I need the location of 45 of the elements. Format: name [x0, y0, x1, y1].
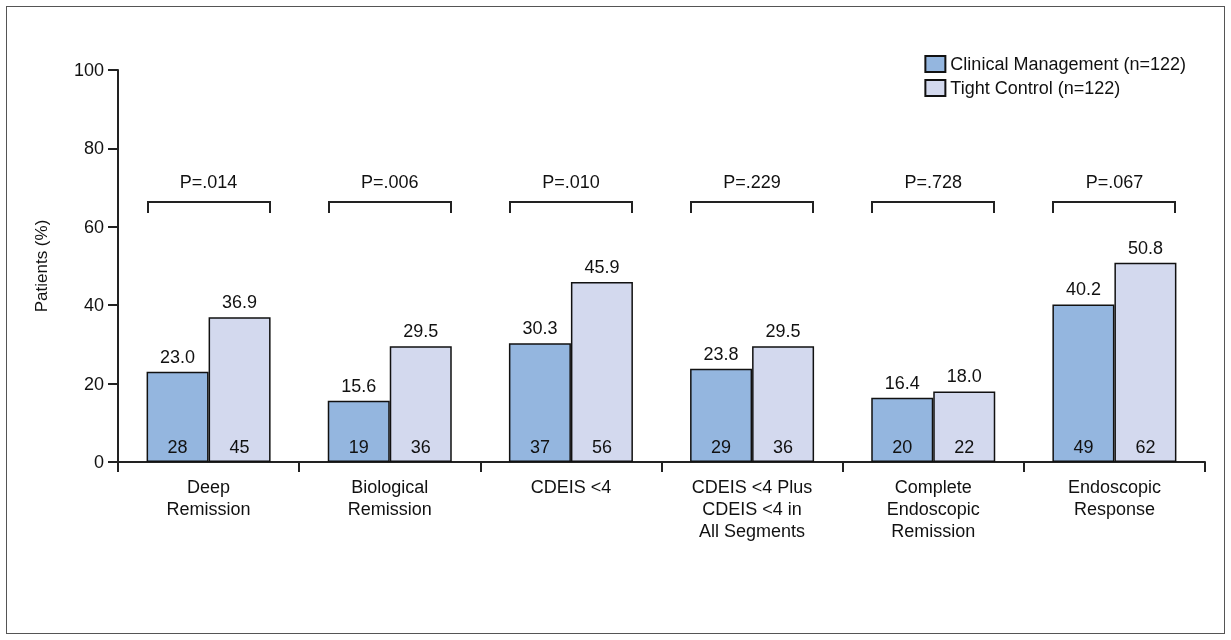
data-label: 23.8	[703, 343, 739, 364]
y-tick-label: 40	[83, 295, 104, 316]
y-tick-label: 20	[83, 373, 104, 394]
annotation: 29	[711, 437, 732, 459]
x-tick-label: CDEIS <4	[530, 477, 612, 497]
annotation: 36	[773, 437, 794, 459]
y-tick-label: 60	[83, 216, 104, 237]
annotation: P=.728	[904, 172, 963, 193]
annotation: 45	[229, 437, 250, 459]
data-label: 18.0	[946, 366, 982, 387]
y-tick-label: 80	[83, 138, 104, 159]
data-label: 45.9	[584, 257, 620, 278]
data-label: 50.8	[1127, 237, 1163, 258]
y-axis-title: Patients (%)	[32, 219, 51, 313]
annotation: P=.010	[542, 172, 600, 193]
annotation: 37	[529, 437, 550, 459]
annotation: 49	[1073, 437, 1094, 459]
data-label: 29.5	[765, 321, 801, 342]
data-label: 30.3	[522, 318, 558, 339]
annotation: 62	[1135, 437, 1156, 459]
y-tick-label: 100	[73, 60, 104, 80]
annotation: 20	[892, 437, 913, 459]
x-tick-label: CDEIS <4 Plus CDEIS <4 in All Segments	[691, 477, 813, 541]
annotation: 19	[348, 437, 369, 459]
x-tick-label: Endoscopic Response	[1067, 477, 1161, 519]
x-tick-label: Biological Remission	[347, 477, 432, 519]
data-label: 23.0	[160, 346, 196, 367]
data-label: 16.4	[884, 372, 920, 393]
x-tick-label: Complete Endoscopic Remission	[886, 477, 980, 541]
annotation: 28	[167, 437, 188, 459]
x-tick-label: Deep Remission	[166, 477, 251, 519]
data-label: 36.9	[222, 292, 258, 313]
annotation: P=.006	[360, 172, 419, 193]
data-label: 15.6	[341, 375, 377, 396]
annotation: P=.229	[723, 172, 781, 193]
legend-label: Tight Control (n=122)	[950, 78, 1121, 98]
legend-label: Clinical Management (n=122)	[950, 54, 1187, 74]
data-label: 40.2	[1065, 279, 1101, 300]
annotation: 56	[591, 437, 612, 459]
annotation: 36	[410, 437, 431, 459]
annotation: 22	[954, 437, 975, 459]
data-label: 29.5	[403, 321, 439, 342]
annotation: P=.014	[179, 172, 238, 193]
y-tick-label: 0	[93, 452, 104, 472]
annotation: P=.067	[1085, 172, 1144, 193]
